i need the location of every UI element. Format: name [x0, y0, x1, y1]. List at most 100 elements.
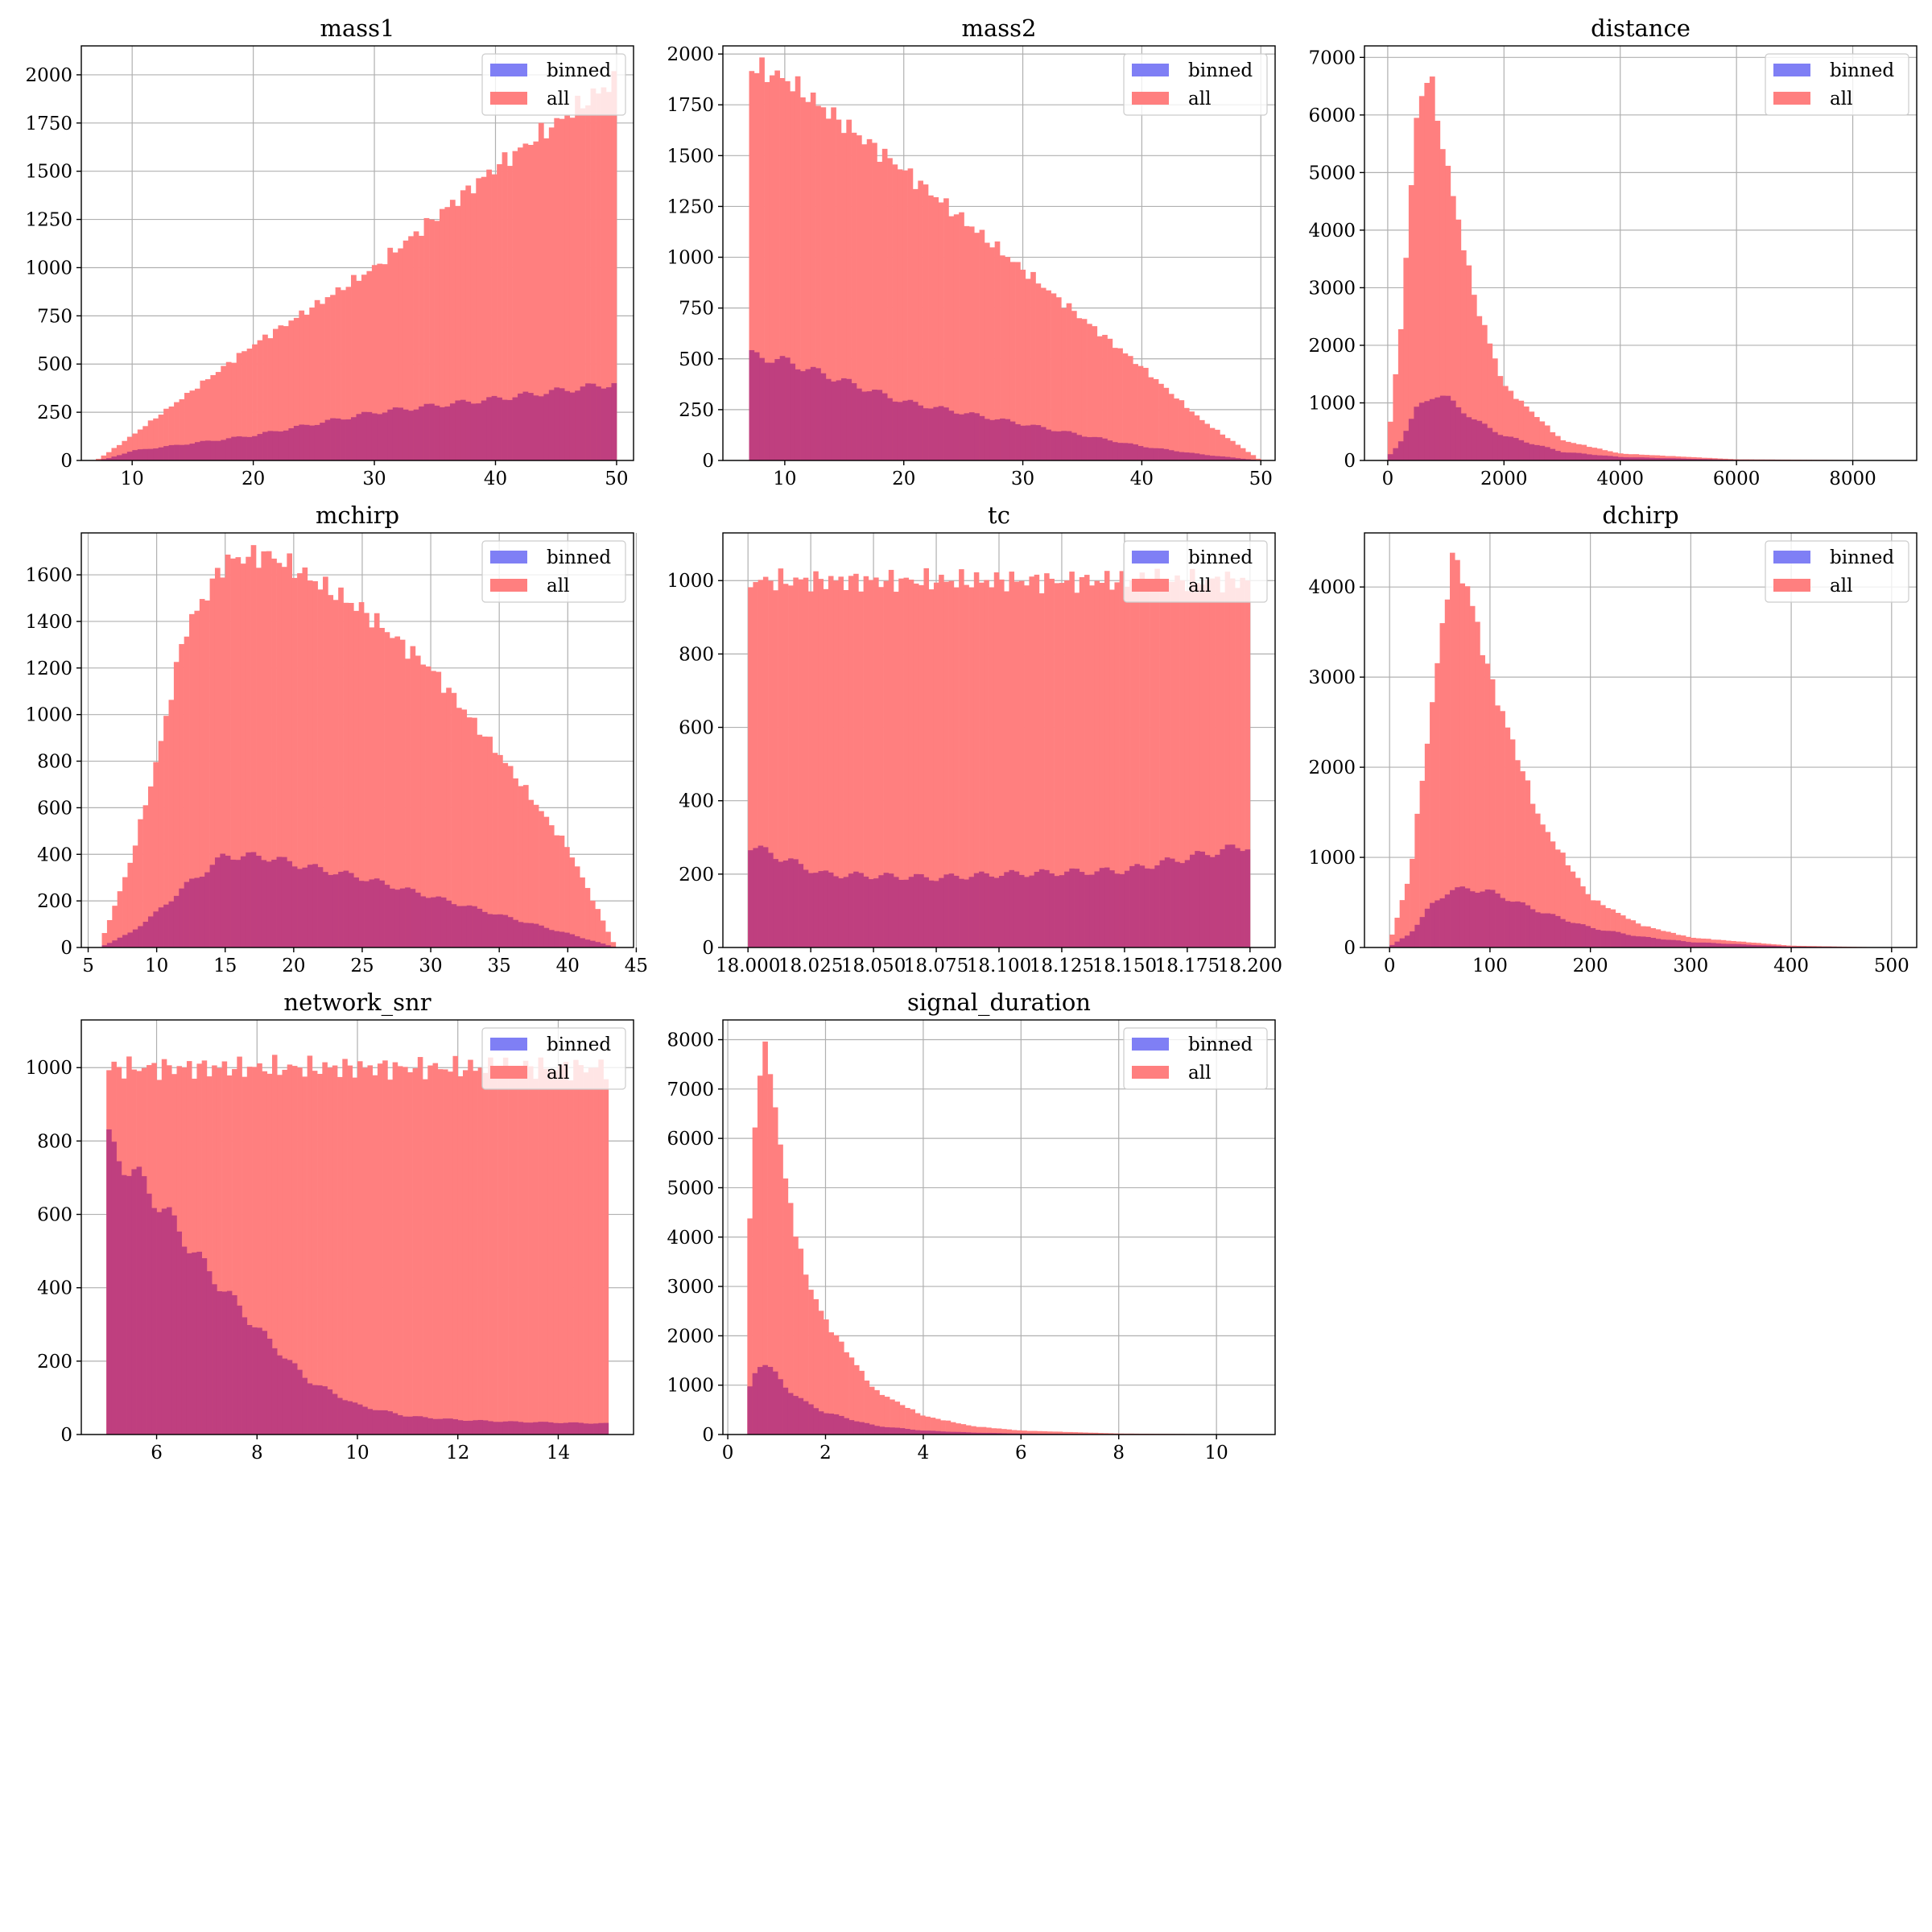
bar-binned [1715, 943, 1722, 947]
bar-binned [452, 1419, 459, 1435]
bar-all [573, 1059, 579, 1435]
bar-binned [242, 436, 247, 460]
bar-all [374, 613, 380, 947]
bar-binned [1189, 854, 1195, 947]
bar-binned [1074, 869, 1080, 947]
bar-binned [206, 1271, 213, 1435]
bar-all [928, 589, 935, 947]
bar-all [527, 144, 534, 460]
bar-binned [387, 1411, 393, 1435]
bar-binned [573, 1422, 579, 1435]
bar-all [1040, 287, 1046, 460]
bar-all [1525, 780, 1531, 947]
bar-all [287, 1064, 293, 1435]
bar-binned [410, 889, 416, 947]
bar-binned [528, 1422, 534, 1435]
bar-binned [1628, 457, 1634, 460]
bar-all [302, 1076, 308, 1435]
x-ticks: 5 10 15 20 25 30 35 40 45 [82, 947, 648, 976]
bar-binned [246, 436, 253, 460]
bar-all [225, 361, 232, 460]
bar-binned [1127, 443, 1133, 460]
bar-binned [497, 1422, 504, 1435]
bar-binned [1761, 945, 1767, 947]
bar-all [1163, 387, 1170, 460]
bar-all [881, 148, 888, 460]
bar-all [1077, 1432, 1084, 1435]
bar-binned [757, 1367, 763, 1435]
bar-binned [1670, 458, 1676, 460]
bar-binned [518, 922, 524, 947]
bar-binned [444, 406, 451, 460]
bar-binned [111, 1141, 117, 1435]
bar-all [1628, 454, 1634, 460]
bar-all [1150, 587, 1155, 947]
bar-binned [974, 413, 980, 460]
bar-binned [1150, 869, 1155, 947]
bar-binned [1596, 455, 1603, 460]
bar-binned [1675, 940, 1682, 947]
bar-all [252, 1067, 258, 1435]
bar-all [543, 816, 550, 947]
bar-all [1062, 1431, 1068, 1435]
bar-binned [902, 400, 908, 460]
bar-all [379, 628, 385, 947]
bar-binned [1508, 436, 1514, 460]
x-tick-label: 6000 [1713, 469, 1761, 489]
series-all-bars [96, 71, 617, 461]
bar-all [861, 144, 868, 461]
bar-binned [805, 369, 811, 460]
bar-all [912, 188, 919, 460]
series-binned-bars [1387, 395, 1912, 460]
x-tick-label: 12 [446, 1443, 469, 1463]
bar-binned [235, 860, 242, 947]
bar-binned [858, 873, 864, 947]
bar-binned [793, 859, 799, 947]
bar-binned [267, 431, 274, 460]
bar-all [512, 151, 518, 461]
bar-binned [1084, 874, 1090, 947]
bar-binned [820, 373, 827, 460]
bar-binned [246, 1324, 253, 1435]
bar-all [402, 240, 409, 460]
bar-binned [600, 943, 606, 947]
bar-binned [271, 859, 277, 947]
bar-binned [769, 362, 775, 460]
bar-all [117, 891, 123, 947]
bar-all [320, 303, 325, 460]
bar-all [367, 1065, 374, 1435]
bar-all [979, 229, 985, 460]
x-tick-label: 18.025 [778, 956, 843, 976]
bar-binned [417, 1416, 423, 1435]
bar-all [1164, 581, 1170, 947]
bar-all [232, 1069, 237, 1435]
bar-all [382, 264, 388, 460]
x-tick-label: 50 [605, 469, 628, 489]
bar-all [1450, 552, 1455, 947]
bar-binned [764, 362, 770, 460]
bar-binned [288, 428, 295, 460]
bar-binned [111, 456, 118, 460]
bar-binned [873, 878, 879, 947]
bar-binned [1174, 861, 1180, 947]
x-ticks: 0 2000 4000 6000 8000 [1382, 460, 1876, 489]
bar-all [1550, 841, 1556, 947]
bar-binned [1529, 444, 1535, 460]
bar-binned [762, 847, 769, 947]
bar-binned [1018, 874, 1025, 947]
bar-binned [1666, 939, 1671, 947]
bar-all [1476, 316, 1483, 460]
bar-binned [1590, 927, 1596, 947]
bar-all [1071, 311, 1077, 460]
bar-binned [168, 901, 175, 947]
bar-binned [1605, 931, 1611, 947]
y-tick-label: 1000 [1308, 848, 1356, 869]
bar-binned [1633, 457, 1640, 460]
bar-binned [1184, 860, 1191, 947]
bar-all [235, 557, 242, 947]
bar-all [158, 415, 164, 460]
bar-all [538, 122, 544, 461]
